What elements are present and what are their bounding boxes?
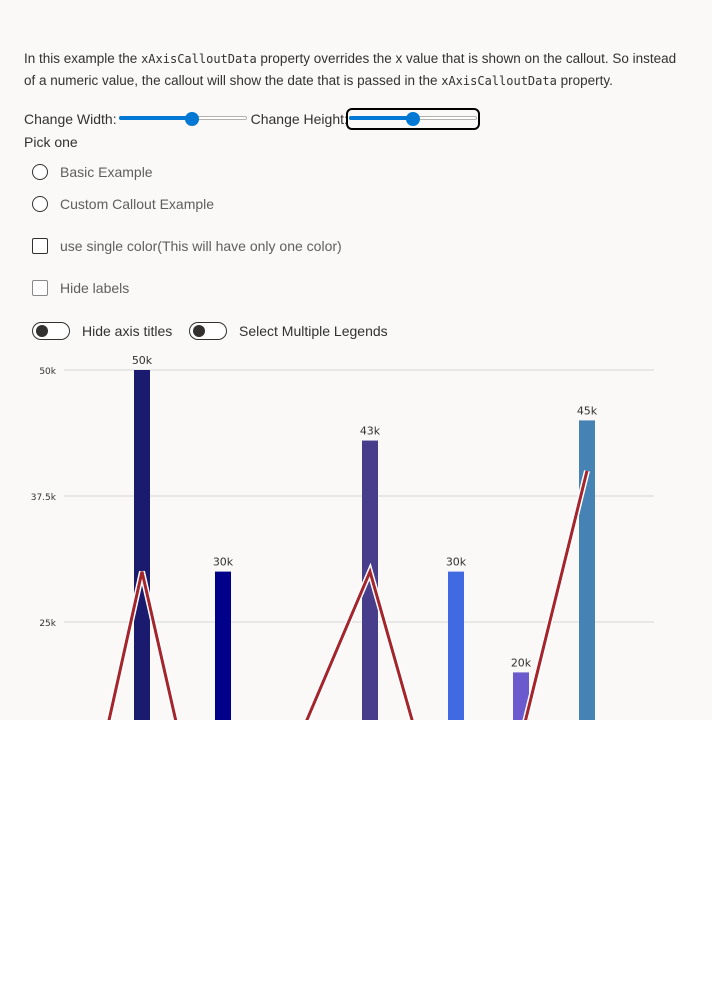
- bar-data-label: 30k: [446, 556, 467, 569]
- radio-label: Basic Example: [60, 164, 153, 180]
- radio-circle[interactable]: [32, 164, 48, 180]
- code-snippet: xAxisCalloutData: [441, 74, 557, 88]
- bar: [448, 571, 464, 720]
- slider-thumb[interactable]: [184, 112, 199, 126]
- radio-custom-callout[interactable]: Custom Callout Example: [32, 196, 214, 212]
- y-tick-label: 25k: [39, 619, 56, 629]
- bar-data-label: 30k: [213, 556, 234, 569]
- radio-circle[interactable]: [32, 196, 48, 212]
- description-part: property.: [556, 73, 613, 88]
- chart: 50k 37.5k 25k 50k 30k 43k 30k 20k 45k: [31, 354, 654, 720]
- bar-data-label: 45k: [577, 404, 598, 417]
- description-text: In this example the xAxisCalloutData pro…: [24, 48, 684, 92]
- toggle-hide-axis-titles[interactable]: Hide axis titles: [32, 322, 172, 340]
- bar-data-label: 50k: [132, 354, 153, 367]
- height-slider[interactable]: [345, 108, 480, 130]
- toggle-switch[interactable]: [189, 322, 227, 340]
- slider-thumb[interactable]: [405, 112, 420, 126]
- checkbox-label: use single color(This will have only one…: [60, 238, 342, 254]
- width-slider-label: Change Width:: [24, 111, 117, 127]
- description-part: In this example the: [24, 51, 142, 66]
- bar: [579, 420, 595, 720]
- checkbox-hide-labels[interactable]: Hide labels: [32, 280, 129, 296]
- toggle-multi-legends[interactable]: Select Multiple Legends: [189, 322, 388, 340]
- width-slider[interactable]: [118, 111, 247, 127]
- toggle-knob: [193, 325, 205, 337]
- bar: [215, 571, 231, 720]
- slider-fill: [348, 116, 413, 120]
- bar: [134, 370, 150, 720]
- radio-basic-example[interactable]: Basic Example: [32, 164, 153, 180]
- checkbox-box[interactable]: [32, 238, 48, 254]
- height-slider-label: Change Height:: [250, 111, 348, 127]
- checkbox-box[interactable]: [32, 280, 48, 296]
- description-part: property overrides the x value that is s…: [24, 51, 677, 88]
- example-container: In this example the xAxisCalloutData pro…: [24, 48, 684, 720]
- pick-one-label: Pick one: [24, 134, 78, 150]
- checkbox-single-color[interactable]: use single color(This will have only one…: [32, 238, 342, 254]
- toggle-label: Select Multiple Legends: [239, 323, 388, 339]
- toggle-knob: [36, 325, 48, 337]
- bar-data-label: 43k: [360, 425, 381, 438]
- y-tick-label: 50k: [39, 367, 56, 377]
- code-snippet: xAxisCalloutData: [141, 52, 257, 66]
- radio-label: Custom Callout Example: [60, 196, 215, 212]
- checkbox-label: Hide labels: [60, 280, 130, 296]
- bar: [513, 672, 529, 720]
- toggle-switch[interactable]: [32, 322, 70, 340]
- line-series: [107, 470, 589, 720]
- slider-fill: [118, 116, 192, 120]
- slider-row: Change Width: Change Height:: [24, 108, 480, 130]
- y-tick-label: 37.5k: [31, 493, 57, 503]
- toggle-label: Hide axis titles: [82, 323, 173, 339]
- bar-data-label: 20k: [511, 656, 532, 669]
